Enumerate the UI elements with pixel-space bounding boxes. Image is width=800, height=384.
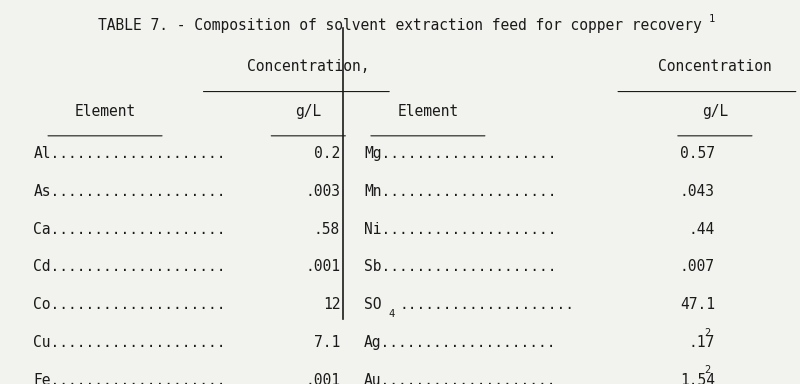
Text: 4: 4 [389,309,395,319]
Text: ....................: .................... [399,297,574,312]
Text: .58: .58 [314,222,340,237]
Text: As....................: As.................... [34,184,226,199]
Text: 0.2: 0.2 [314,146,340,161]
Text: 2: 2 [705,365,711,375]
Text: Element: Element [74,104,136,119]
Text: Cu....................: Cu.................... [34,335,226,350]
Text: 2: 2 [705,328,711,338]
Text: 1.54: 1.54 [680,372,715,384]
Text: Au....................: Au.................... [364,372,557,384]
Text: TABLE 7. - Composition of solvent extraction feed for copper recovery: TABLE 7. - Composition of solvent extrac… [98,18,702,33]
Text: Mg....................: Mg.................... [364,146,557,161]
Text: Ag....................: Ag.................... [364,335,557,350]
Text: 0.57: 0.57 [680,146,715,161]
Text: 12: 12 [322,297,340,312]
Text: SO: SO [364,297,382,312]
Text: Fe....................: Fe.................... [34,372,226,384]
Text: 7.1: 7.1 [314,335,340,350]
Text: Ni....................: Ni.................... [364,222,557,237]
Text: .043: .043 [680,184,715,199]
Text: Co....................: Co.................... [34,297,226,312]
Text: Al....................: Al.................... [34,146,226,161]
Text: .003: .003 [306,184,340,199]
Text: 1: 1 [709,14,714,24]
Text: Element: Element [398,104,458,119]
Text: 47.1: 47.1 [680,297,715,312]
Text: Concentration: Concentration [658,60,772,74]
Text: Ca....................: Ca.................... [34,222,226,237]
Text: Mn....................: Mn.................... [364,184,557,199]
Text: .001: .001 [306,260,340,275]
Text: g/L: g/L [702,104,728,119]
Text: .17: .17 [689,335,715,350]
Text: Sb....................: Sb.................... [364,260,557,275]
Text: .44: .44 [689,222,715,237]
Text: Cd....................: Cd.................... [34,260,226,275]
Text: g/L: g/L [295,104,322,119]
Text: .007: .007 [680,260,715,275]
Text: Concentration,: Concentration, [247,60,370,74]
Text: .001: .001 [306,372,340,384]
